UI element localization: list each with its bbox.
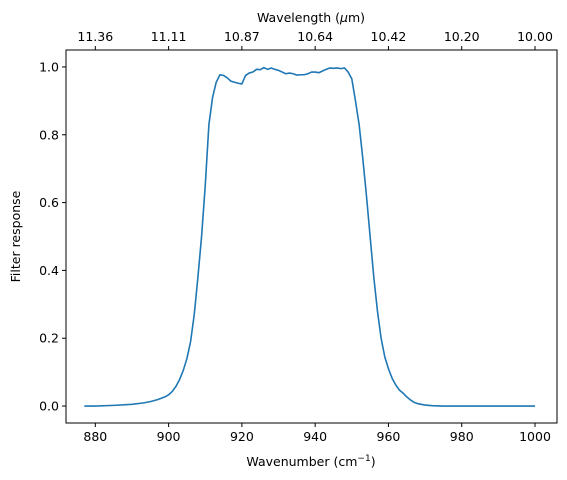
x-tick-label: 900 bbox=[157, 429, 181, 444]
x-axis-label: Wavenumber (cm−1) bbox=[246, 454, 375, 469]
top-axis-label: Wavelength (μm) bbox=[257, 10, 365, 25]
top-axis-ticks: 11.36 11.11 10.87 10.64 10.42 10.20 10.00 bbox=[77, 29, 553, 50]
x-tick-label: 880 bbox=[83, 429, 107, 444]
y-tick-label: 0.8 bbox=[39, 127, 59, 142]
plot-frame bbox=[65, 49, 558, 424]
y-tick-label: 0.2 bbox=[39, 331, 59, 346]
x-tick-label: 940 bbox=[303, 429, 327, 444]
top-tick-label: 11.36 bbox=[77, 29, 113, 44]
x-tick-label: 920 bbox=[230, 429, 254, 444]
bottom-axis-ticks: 880 900 920 940 960 980 1000 bbox=[83, 423, 551, 444]
top-tick-label: 10.00 bbox=[517, 29, 553, 44]
series-layer bbox=[84, 66, 536, 407]
top-tick-label: 11.11 bbox=[151, 29, 187, 44]
x-tick-label: 980 bbox=[450, 429, 474, 444]
y-tick-label: 1.0 bbox=[39, 59, 59, 74]
x-tick-label: 960 bbox=[377, 429, 401, 444]
y-tick-label: 0.6 bbox=[39, 195, 59, 210]
top-tick-label: 10.20 bbox=[444, 29, 480, 44]
top-tick-label: 10.42 bbox=[371, 29, 407, 44]
y-tick-label: 0.0 bbox=[39, 399, 59, 414]
left-axis-ticks: 0.0 0.2 0.4 0.6 0.8 1.0 bbox=[39, 59, 66, 414]
y-axis-label: Filter response bbox=[8, 190, 23, 282]
y-tick-label: 0.4 bbox=[39, 263, 59, 278]
top-tick-label: 10.87 bbox=[224, 29, 260, 44]
top-tick-label: 10.64 bbox=[297, 29, 333, 44]
series-line bbox=[84, 66, 536, 407]
x-tick-label: 1000 bbox=[519, 429, 551, 444]
